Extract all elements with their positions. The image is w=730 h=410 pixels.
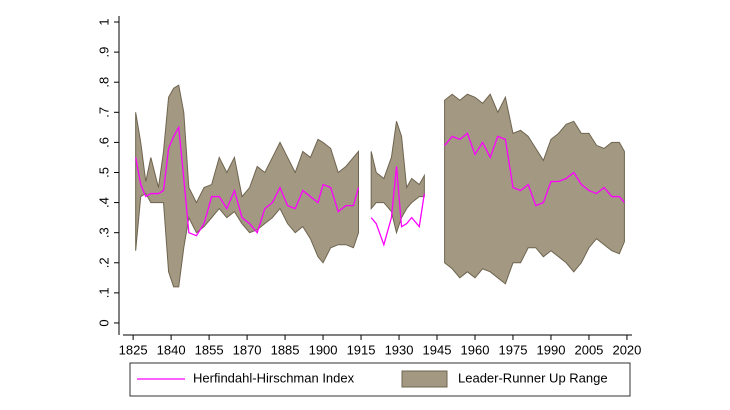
x-tick-label: 1975 xyxy=(499,342,528,357)
x-tick-label: 1855 xyxy=(195,342,224,357)
hhi-line xyxy=(444,132,625,207)
range-area xyxy=(444,93,625,285)
y-tick-label: .7 xyxy=(96,107,111,118)
x-tick-label: 2005 xyxy=(574,342,603,357)
x-tick-label: 1930 xyxy=(385,342,414,357)
x-tick-label: 1870 xyxy=(233,342,262,357)
y-tick-label: .5 xyxy=(96,167,111,178)
y-tick-label: .9 xyxy=(96,47,111,58)
range-area xyxy=(135,84,360,288)
y-tick-label: .2 xyxy=(96,257,111,268)
x-tick-label: 1915 xyxy=(347,342,376,357)
x-tick-label: 1825 xyxy=(119,342,148,357)
x-tick-label: 1900 xyxy=(309,342,338,357)
hhi-line xyxy=(135,125,360,237)
x-tick-label: 1885 xyxy=(271,342,300,357)
y-tick-label: 1 xyxy=(96,18,111,25)
legend-label: Leader-Runner Up Range xyxy=(458,370,608,385)
x-tick-label: 1990 xyxy=(537,342,566,357)
x-tick-label: 1840 xyxy=(157,342,186,357)
legend-box xyxy=(129,362,631,397)
x-tick-label: 1945 xyxy=(423,342,452,357)
y-tick-label: .3 xyxy=(96,227,111,238)
x-tick-label: 2020 xyxy=(612,342,641,357)
x-tick-label: 1960 xyxy=(461,342,490,357)
hhi-line xyxy=(370,166,425,247)
y-tick-label: 0 xyxy=(96,319,111,326)
y-tick-label: .1 xyxy=(96,287,111,298)
legend-label: Herfindahl-Hirschman Index xyxy=(193,370,355,385)
y-tick-label: .4 xyxy=(96,197,111,208)
legend-swatch xyxy=(401,370,448,388)
y-tick-label: .6 xyxy=(96,137,111,148)
y-tick-label: .8 xyxy=(96,77,111,88)
